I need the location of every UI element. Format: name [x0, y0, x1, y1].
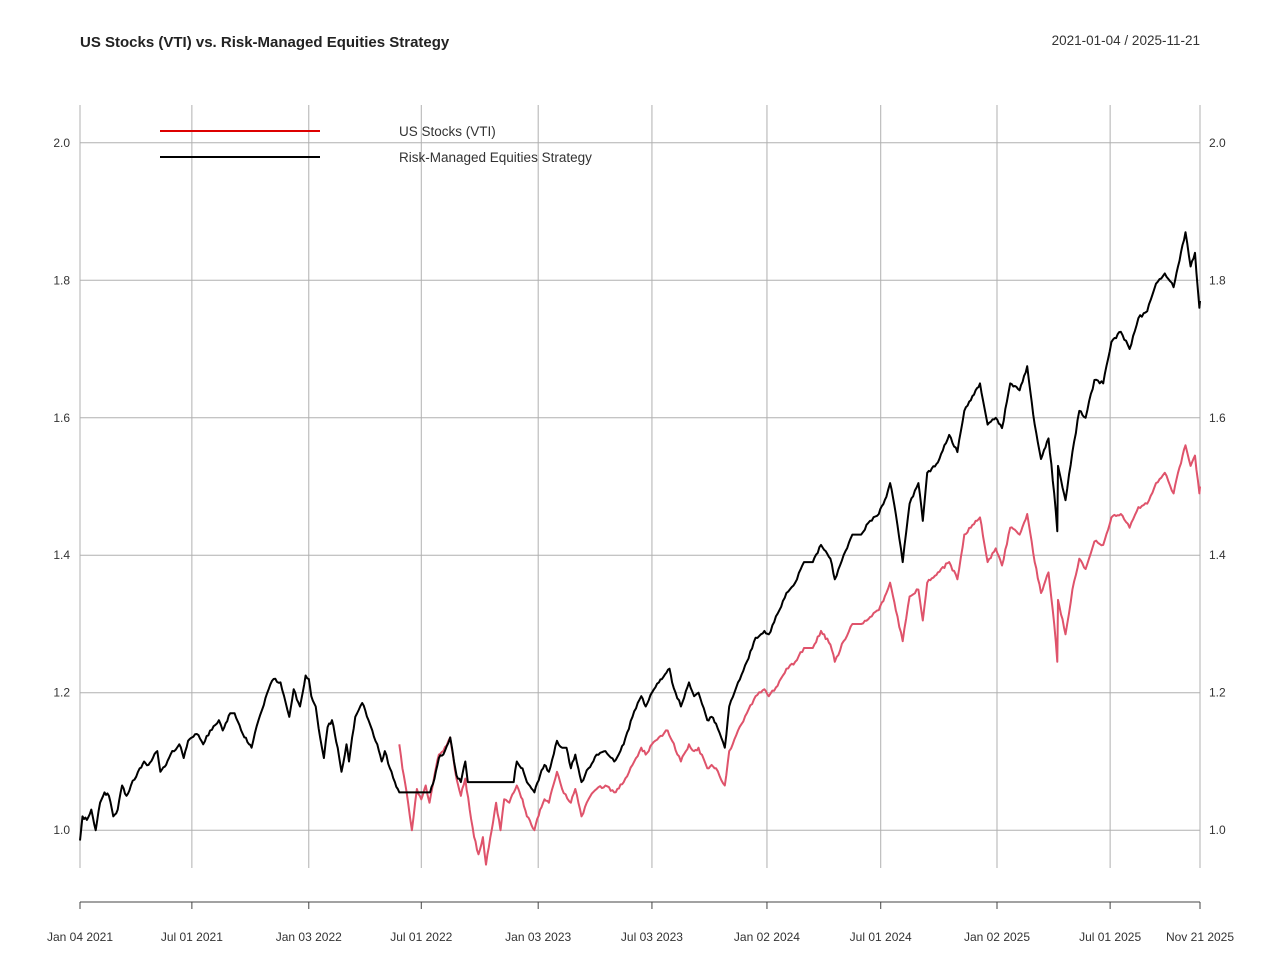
y-gridlines: [80, 142, 1200, 831]
y-tick-label-right: 1.0: [1209, 823, 1226, 837]
legend-label-0: US Stocks (VTI): [399, 124, 496, 139]
x-tick-label: Jul 01 2024: [850, 930, 912, 944]
legend: US Stocks (VTI) Risk-Managed Equities Str…: [160, 124, 592, 165]
x-tick-label: Jul 03 2023: [621, 930, 683, 944]
y-tick-label-right: 1.2: [1209, 686, 1226, 700]
y-tick-label-left: 1.0: [53, 823, 70, 837]
legend-label-1: Risk-Managed Equities Strategy: [399, 150, 592, 165]
series-line-1: [79, 231, 1201, 841]
y-tick-label-left: 1.8: [53, 273, 70, 287]
x-tick-label: Nov 21 2025: [1166, 930, 1234, 944]
x-tick-label: Jan 04 2021: [47, 930, 113, 944]
x-tick-label: Jan 03 2023: [505, 930, 571, 944]
x-axis: Jan 04 2021 Jul 01 2021 Jan 03 2022 Jul 01 …: [47, 901, 1234, 944]
y-tick-label-left: 2.0: [53, 136, 70, 150]
x-tick-label: Jan 03 2022: [276, 930, 342, 944]
x-tick-label: Jul 01 2021: [161, 930, 223, 944]
y-tick-label-left: 1.2: [53, 686, 70, 700]
chart-title: US Stocks (VTI) vs. Risk-Managed Equitie…: [80, 34, 450, 51]
x-tick-label: Jan 02 2025: [964, 930, 1030, 944]
y-tick-label-right: 1.4: [1209, 548, 1226, 562]
y-tick-label-right: 2.0: [1209, 136, 1226, 150]
x-tick-label: Jul 01 2025: [1079, 930, 1141, 944]
series-line-0: [398, 444, 1201, 866]
y-tick-label-left: 1.4: [53, 548, 70, 562]
y-tick-label-left: 1.6: [53, 411, 70, 425]
y-tick-label-right: 1.6: [1209, 411, 1226, 425]
x-tick-label: Jul 01 2022: [390, 930, 452, 944]
series-lines: [79, 231, 1201, 866]
y-axis-labels: 1.0 1.0 1.2 1.2 1.4 1.4 1.6 1.6 1.8 1.8 2.0 2.0: [53, 136, 1226, 837]
y-tick-label-right: 1.8: [1209, 273, 1226, 287]
x-tick-label: Jan 02 2024: [734, 930, 800, 944]
date-range-label: 2021-01-04 / 2025-11-21: [1052, 33, 1200, 48]
